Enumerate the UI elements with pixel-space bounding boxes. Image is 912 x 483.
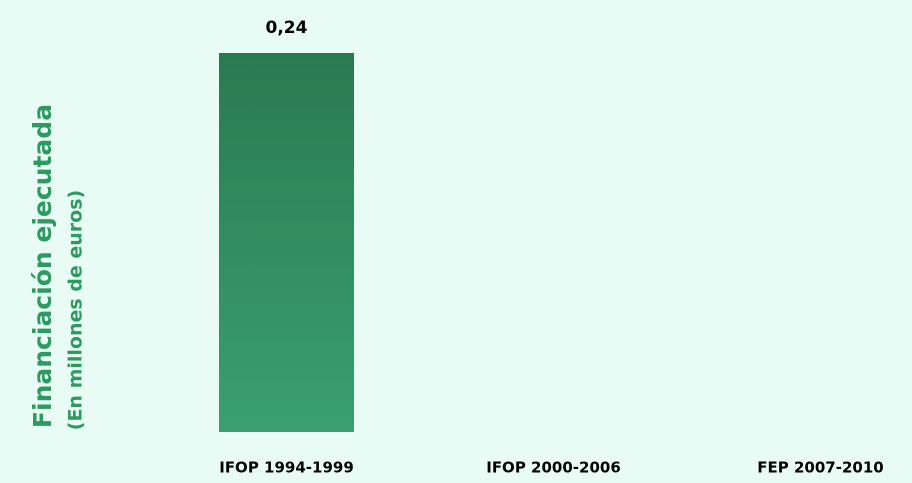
data-label: 0,24 [266,18,308,38]
y-axis-subtitle: (En millones de euros) [65,190,87,430]
y-axis-title: Financiación ejecutada [28,104,57,428]
x-tick-label: IFOP 2000-2006 [486,459,621,477]
x-tick-label: IFOP 1994-1999 [219,459,354,477]
x-tick-label: FEP 2007-2010 [757,459,883,477]
bar [219,53,354,432]
